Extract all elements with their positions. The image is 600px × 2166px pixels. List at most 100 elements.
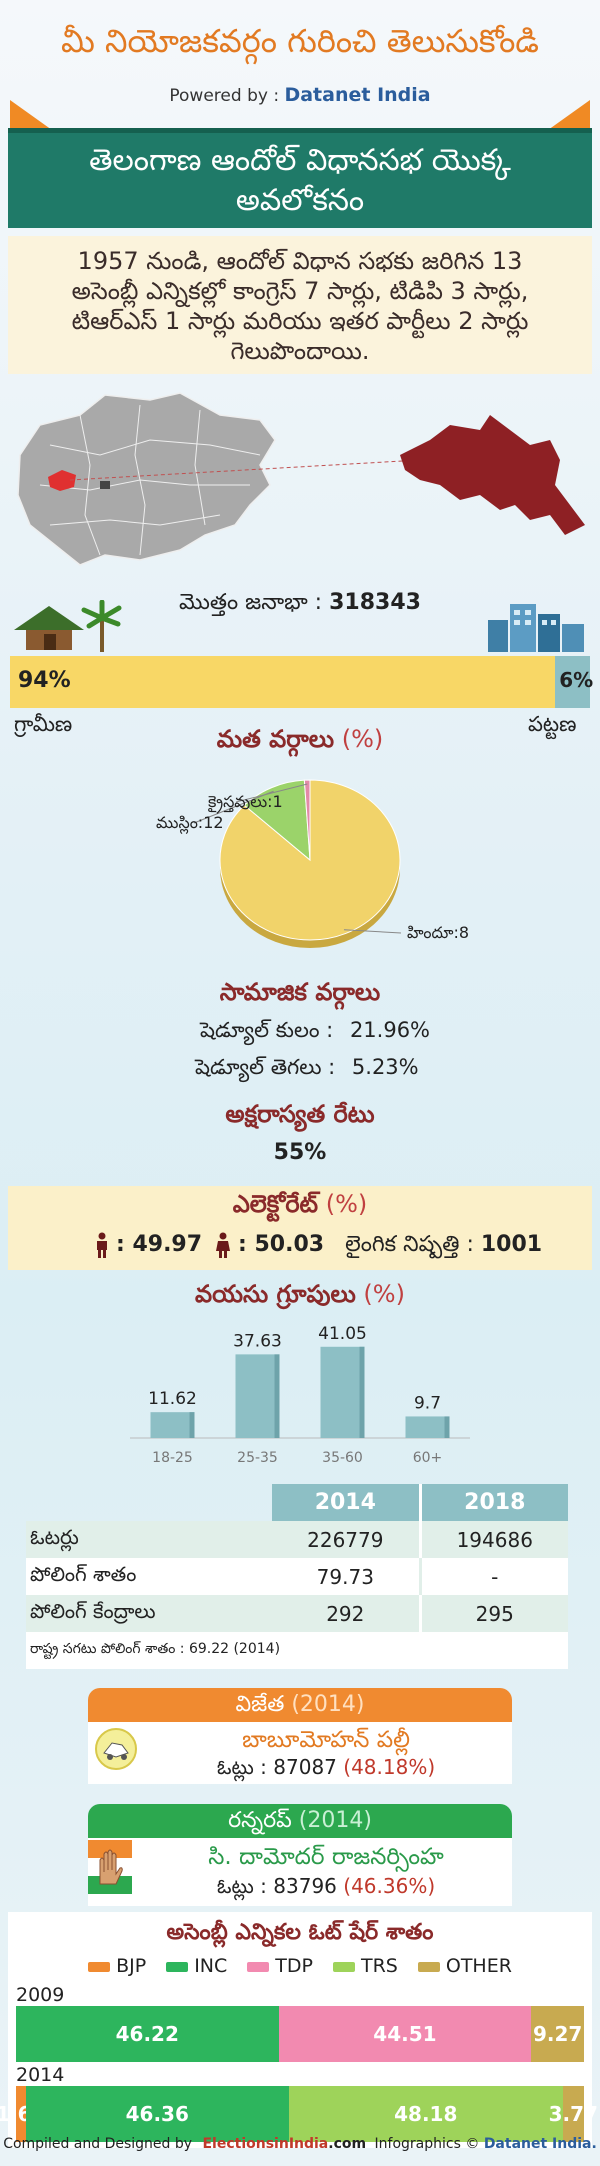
age-category-label: 35-60: [322, 1450, 363, 1466]
andole-highlight: [48, 470, 76, 491]
age-bar: [235, 1354, 280, 1438]
social-title: సామాజిక వర్గాలు: [219, 978, 381, 1006]
footer-credits: Compiled and Designed by ElectionsinIndi…: [0, 2136, 600, 2152]
vote-share-legend: BJP INC TDP TRS OTHER: [0, 1955, 600, 1977]
row-value-2018: -: [418, 1558, 568, 1595]
winner-votes-pct: (48.18%): [343, 1755, 436, 1779]
state-average-note: రాష్ట్ర సగటు పోలింగ్ శాతం : 69.22 (2014): [26, 1632, 568, 1669]
female-icon: [216, 1232, 231, 1258]
summary-line1: 1957 నుండి, ఆందోల్ విధాన సభకు జరిగిన 13: [77, 247, 523, 275]
legend-swatch: [332, 1961, 355, 1972]
summary-box: 1957 నుండి, ఆందోల్ విధాన సభకు జరిగిన 13 …: [8, 236, 592, 374]
vote-share-segment-other: 9.27: [531, 2006, 584, 2062]
table-row: పోలింగ్ కేంద్రాలు 292 295: [26, 1595, 568, 1632]
legend-label: TDP: [275, 1955, 313, 1977]
vote-share-segment-inc: 46.36: [25, 2086, 289, 2142]
female-pct: : 50.03: [238, 1232, 325, 1257]
legend-item-trs: TRS: [332, 1955, 398, 1977]
pie-label: క్రైస్తవులు:1: [208, 792, 283, 814]
age-bar-shade: [274, 1354, 280, 1438]
age-bar: [150, 1412, 195, 1438]
age-bar-value: 9.7: [414, 1393, 441, 1413]
pie-leader-line: [343, 929, 402, 934]
urban-pct: 6%: [559, 668, 594, 692]
population-label: మొత్తం జనాభా :: [179, 590, 323, 615]
powered-by: Powered by : Datanet India: [0, 84, 600, 106]
district-lines: [39, 404, 261, 556]
legend-label: TRS: [360, 1955, 398, 1977]
pie-leader-line: [193, 790, 274, 824]
footer-site-b: .com: [328, 2136, 367, 2152]
footer-compiled: Compiled and Designed by: [3, 2136, 193, 2152]
legend-swatch: [417, 1961, 440, 1972]
inc-hand-logo-icon: [88, 1840, 132, 1894]
sc-value: 21.96%: [349, 1018, 431, 1042]
age-bar: [320, 1346, 365, 1438]
row-value-2018: 194686: [418, 1521, 568, 1558]
st-value: 5.23%: [351, 1055, 419, 1079]
sex-ratio-label: లైంగిక నిష్పత్తి :: [345, 1232, 474, 1257]
electorate-title: ఎలెక్టోరేట్ (%): [0, 1190, 600, 1224]
pie-slice-muslim: [243, 779, 311, 862]
pie-label: హిందూ:87: [407, 923, 470, 942]
overview-banner: తెలంగాణ ఆందోల్ విధానసభ యొక్క అవలోకనం: [8, 128, 592, 228]
winner-title: విజేత: [235, 1692, 285, 1717]
age-bar-shade: [189, 1412, 195, 1438]
summary-line4: గెలుపొందాయి.: [230, 337, 370, 365]
rural-label: గ్రామీణ: [14, 712, 73, 736]
row-value-2018: 295: [418, 1595, 568, 1632]
legend-swatch: [247, 1961, 270, 1972]
legend-item-inc: INC: [166, 1955, 227, 1977]
pie-label: ముస్లిం:12: [156, 813, 224, 834]
legend-label: INC: [194, 1955, 228, 1977]
table-corner: [26, 1484, 272, 1521]
powered-brand: Datanet India: [284, 84, 431, 106]
footer-infographics: Infographics ©: [374, 2136, 480, 2152]
map-pointer-line: [69, 459, 421, 481]
legend-item-other: OTHER: [417, 1955, 512, 1977]
row-value-2014: 292: [272, 1595, 421, 1632]
age-bar-value: 37.63: [233, 1331, 282, 1351]
religion-pie-chart: హిందూ:87 ముస్లిం:12క్రైస్తవులు:1: [156, 779, 470, 948]
legend-swatch: [88, 1961, 111, 1972]
overview-title-line1: తెలంగాణ ఆందోల్ విధానసభ యొక్క: [89, 143, 511, 178]
age-bar-shade: [444, 1416, 450, 1438]
pie-leader-line: [235, 783, 308, 803]
year-2014-label: 2014: [16, 2064, 65, 2086]
vote-share-title: అసెంబ్లీ ఎన్నికల ఓట్ షేర్ శాతం: [166, 1920, 434, 1945]
legend-swatch: [166, 1961, 189, 1972]
age-category-label: 25-35: [237, 1450, 278, 1466]
runnerup-title: రన్నరప్: [228, 1808, 292, 1833]
footer-brand: Datanet India.: [483, 2136, 597, 2152]
age-unit: (%): [363, 1280, 405, 1308]
st-row: షెడ్యూల్ తెగలు : 5.23%: [195, 1055, 419, 1085]
st-label: షెడ్యూల్ తెగలు :: [195, 1055, 336, 1079]
legend-item-tdp: TDP: [247, 1955, 313, 1977]
voters-table: 2014 2018 ఓటర్లు 226779 194686 పోలింగ్ శ…: [26, 1484, 568, 1669]
andole-zoom-map: [400, 415, 585, 535]
runnerup-votes: ఓట్లు : 83796 (46.36%): [140, 1874, 512, 1903]
vote-share-segment-tdp: 44.51: [278, 2006, 532, 2062]
andole-pin: [100, 481, 110, 489]
runnerup-votes-pct: (46.36%): [343, 1874, 436, 1898]
vote-share-segment-trs: 48.18: [288, 2086, 563, 2142]
table-row: పోలింగ్ శాతం 79.73 -: [26, 1558, 568, 1595]
religion-title-text: మత వర్గాలు: [216, 725, 335, 753]
runnerup-year: (2014): [298, 1808, 372, 1833]
vote-share-segment-bjp: 1.69: [0, 2086, 45, 2142]
population-value: 318343: [329, 590, 421, 615]
legend-label: OTHER: [445, 1955, 512, 1977]
row-label: పోలింగ్ కేంద్రాలు: [26, 1595, 273, 1632]
pie-labels: హిందూ:87 ముస్లిం:12క్రైస్తవులు:1: [156, 783, 470, 942]
overview-title-line2: అవలోకనం: [235, 183, 365, 218]
literacy-value: 55%: [273, 1140, 327, 1165]
table-row: ఓటర్లు 226779 194686: [26, 1521, 568, 1558]
age-category-label: 60+: [413, 1450, 443, 1466]
pie-slices: [219, 779, 401, 948]
literacy-title: అక్షరాస్యత రేటు: [225, 1100, 375, 1128]
age-title-text: వయసు గ్రూపులు: [195, 1280, 356, 1308]
vote-share-segment-inc: 46.22: [16, 2006, 279, 2062]
male-icon: [97, 1232, 107, 1258]
age-bar-value: 41.05: [318, 1324, 367, 1344]
vote-share-segment-other: 3.77: [549, 2086, 598, 2142]
